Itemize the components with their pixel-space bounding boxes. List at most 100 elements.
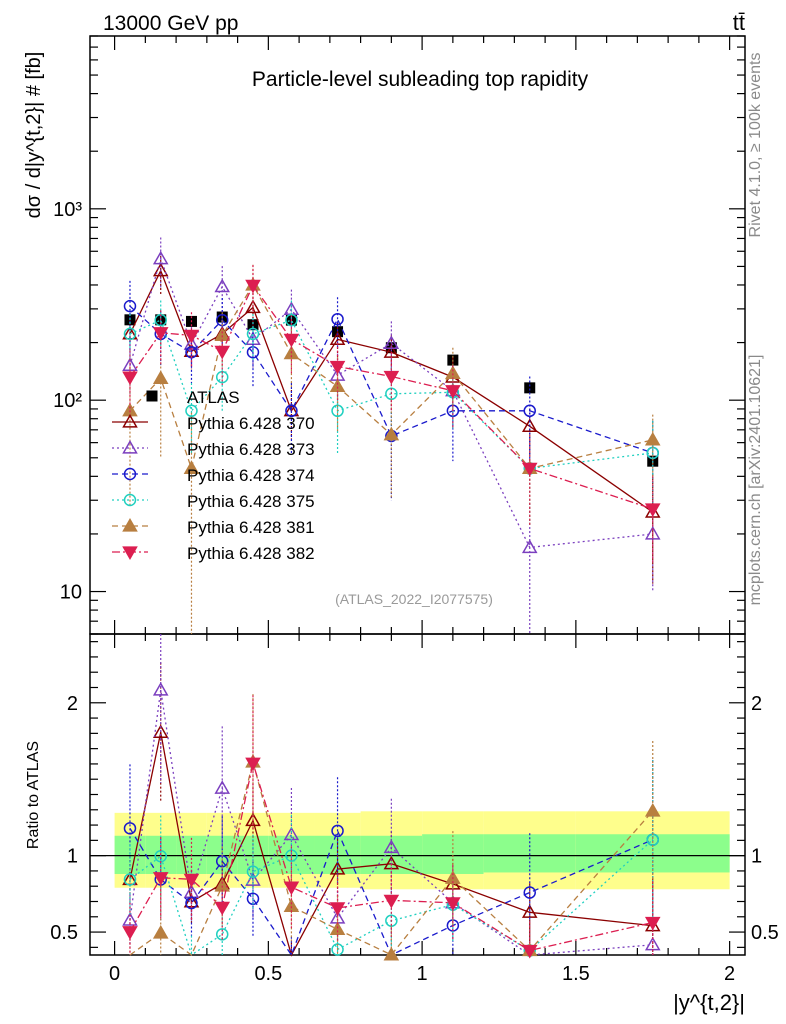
legend-label: Pythia 6.428 370 xyxy=(187,414,315,433)
data-point-main xyxy=(285,313,298,327)
y-tick-label-main: 10³ xyxy=(53,199,82,221)
data-point-main xyxy=(331,312,344,326)
data-point-ratio xyxy=(644,803,661,817)
series-layer xyxy=(122,237,661,961)
data-point-ratio xyxy=(215,928,229,941)
data-point-ratio xyxy=(523,886,536,899)
x-tick-label: 1 xyxy=(417,963,428,985)
data-point-main xyxy=(122,371,138,386)
side-label-bottom: mcplots.cern.ch [arXiv:2401.10621] xyxy=(747,355,764,606)
data-point-main xyxy=(183,329,200,344)
data-point-ratio xyxy=(385,914,398,927)
data-point-main xyxy=(383,426,400,441)
data-point-ratio xyxy=(123,873,137,886)
series-line-ratio xyxy=(129,827,654,957)
data-point-main xyxy=(246,327,260,341)
data-point-main xyxy=(152,262,169,277)
data-point-main xyxy=(152,327,169,341)
data-point-main xyxy=(185,404,198,418)
data-point-ratio xyxy=(152,924,169,939)
data-point-ratio xyxy=(214,901,231,916)
y-tick-label-ratio-left: 1 xyxy=(67,846,78,868)
data-point-main xyxy=(123,327,137,341)
y-axis-label-main: dσ / d|y^{t,2}| # [fb] xyxy=(23,52,45,219)
data-point-ratio xyxy=(246,865,260,878)
data-point-ratio xyxy=(644,916,661,931)
data-point-ratio xyxy=(183,873,200,888)
data-point-ratio xyxy=(152,681,169,696)
x-axis-label: |y^{t,2}| xyxy=(673,990,745,1015)
legend-label: Pythia 6.428 382 xyxy=(187,544,315,563)
legend-marker xyxy=(122,517,138,532)
data-point-ratio xyxy=(521,944,538,959)
legend-marker xyxy=(122,439,138,454)
data-point-main xyxy=(521,462,538,477)
legend-marker xyxy=(122,413,138,428)
data-point-main xyxy=(245,299,261,314)
data-point-ratio xyxy=(383,839,400,854)
data-point-main xyxy=(445,385,461,399)
data-point-main xyxy=(285,404,298,418)
series-line-ratio xyxy=(129,761,654,956)
y-tick-label-ratio-right: 2 xyxy=(751,693,762,715)
data-point-ratio xyxy=(245,757,261,772)
legend-label: Pythia 6.428 381 xyxy=(187,518,315,537)
data-point-ratio xyxy=(122,926,138,940)
data-point-ratio xyxy=(283,881,300,896)
x-tick-label: 0 xyxy=(109,963,120,985)
data-point-main xyxy=(123,299,137,313)
data-point-main xyxy=(122,357,138,372)
data-point-ratio xyxy=(383,946,400,961)
data-point-ratio xyxy=(152,872,169,886)
y-tick-label-main: 10² xyxy=(53,390,82,412)
data-point-main xyxy=(521,539,538,554)
data-point-main xyxy=(524,382,536,394)
data-point-ratio xyxy=(185,896,198,910)
data-point-ratio xyxy=(383,894,400,909)
legend: ATLAS Pythia 6.428 370 Pythia 6.428 373 Pyt… xyxy=(112,388,315,563)
data-point-main xyxy=(245,279,261,294)
legend-marker xyxy=(122,546,138,561)
analysis-tag: (ATLAS_2022_I2077575) xyxy=(335,591,493,607)
data-point-main xyxy=(644,525,661,540)
data-point-main xyxy=(383,370,400,385)
legend-marker xyxy=(146,390,158,402)
header-left: 13000 GeV pp xyxy=(103,12,238,35)
series-pythia-6-428-381 xyxy=(122,264,661,961)
legend-marker xyxy=(123,493,137,507)
data-point-ratio xyxy=(331,824,344,838)
data-point-ratio xyxy=(329,902,346,916)
side-label-top: Rivet 4.1.0, ≥ 100k events xyxy=(747,53,764,238)
chart-labels: 13000 GeV pp tt̄ Particle-level subleadi… xyxy=(23,10,764,1015)
header-right: tt̄ xyxy=(733,10,745,35)
data-point-main xyxy=(214,278,231,293)
data-point-ratio xyxy=(285,849,298,862)
data-point-main xyxy=(523,404,536,418)
data-point-ratio xyxy=(445,897,461,911)
y-tick-label-ratio-left: 0.5 xyxy=(50,922,78,944)
ratio-uncertainty-bands xyxy=(114,811,730,890)
data-point-ratio xyxy=(152,724,169,739)
chart-title: Particle-level subleading top rapidity xyxy=(252,68,589,91)
data-point-main xyxy=(152,370,169,385)
data-point-main xyxy=(329,378,346,393)
data-point-main xyxy=(644,431,661,446)
data-point-main xyxy=(183,460,200,475)
legend-label: Pythia 6.428 374 xyxy=(187,466,315,485)
legend-marker xyxy=(123,467,137,481)
data-point-ratio xyxy=(329,921,346,936)
data-point-main xyxy=(214,345,231,360)
data-point-ratio xyxy=(644,936,661,951)
y-tick-label-ratio-right: 1 xyxy=(751,846,762,868)
data-point-ratio xyxy=(123,822,137,835)
x-tick-label: 0.5 xyxy=(254,963,282,985)
data-point-main xyxy=(644,503,661,518)
data-point-main xyxy=(122,402,138,417)
y-tick-label-ratio-left: 2 xyxy=(67,693,78,715)
legend-label: Pythia 6.428 375 xyxy=(187,492,315,511)
data-point-ratio xyxy=(122,912,138,926)
data-point-main xyxy=(152,250,169,265)
legend-label: ATLAS xyxy=(187,388,240,407)
series-line-main xyxy=(129,305,653,454)
